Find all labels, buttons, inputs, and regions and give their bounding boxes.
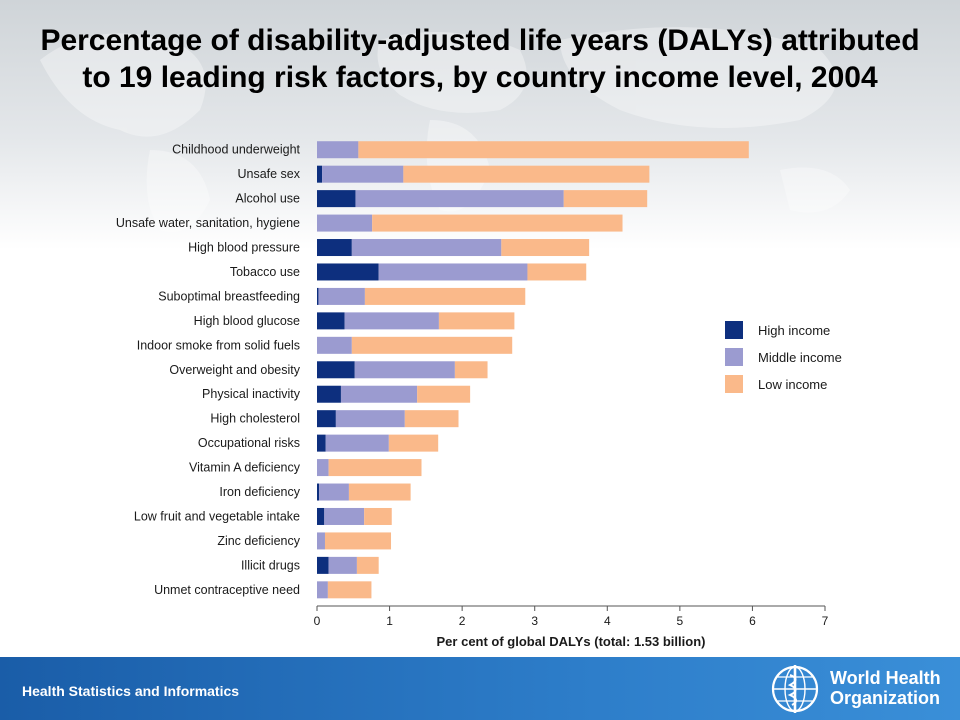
category-label: Low fruit and vegetable intake [134,509,300,523]
bar-segment-high-income [317,361,355,379]
x-tick-label: 7 [822,614,829,628]
legend-swatch [725,348,743,366]
bar-segment-low-income [454,361,488,379]
bar-segment-high-income [317,556,329,574]
bar-segment-high-income [317,385,341,403]
legend: High income Middle income Low income [725,321,842,393]
bar-segment-high-income [317,239,352,257]
bar-segment-middle-income [351,239,502,257]
category-label: Vitamin A deficiency [189,461,301,475]
bar-segment-low-income [356,556,379,574]
bar-segment-high-income [317,165,323,183]
bar-segment-middle-income [317,581,328,599]
category-label: High blood pressure [188,241,300,255]
bar-segment-low-income [364,507,392,525]
category-label: Physical inactivity [202,387,301,401]
bar-segment-middle-income [378,263,528,281]
bar-segment-middle-income [317,141,359,159]
bar-segment-low-income [351,336,513,354]
bar-segment-low-income [388,434,439,452]
bar-segment-middle-income [317,336,352,354]
bar-segment-low-income [438,312,515,330]
bar-segment-middle-income [340,385,418,403]
category-label: Childhood underweight [172,143,300,157]
category-label: Alcohol use [235,192,300,206]
legend-label: Middle income [758,350,842,365]
category-label: Unsafe sex [237,167,300,181]
bars [317,141,749,599]
category-label: Tobacco use [230,265,300,279]
category-label: Indoor smoke from solid fuels [137,338,300,352]
bar-segment-low-income [348,483,411,501]
bar-segment-high-income [317,287,319,305]
x-tick-label: 0 [314,614,321,628]
bar-segment-middle-income [355,190,564,208]
category-label: Overweight and obesity [169,363,300,377]
bar-segment-low-income [372,214,623,232]
bar-segment-low-income [358,141,749,159]
bar-segment-low-income [328,459,422,477]
who-name: World Health Organization [830,668,941,708]
legend-label: Low income [758,377,827,392]
who-name-line2: Organization [830,688,941,708]
x-tick-label: 4 [604,614,611,628]
footer-bar: Health Statistics and Informatics World … [0,657,960,720]
world-map-background [0,0,960,250]
category-label: Occupational risks [198,436,300,450]
category-label: High blood glucose [194,314,300,328]
bar-segment-high-income [317,263,379,281]
bar-segment-low-income [563,190,648,208]
category-label: Illicit drugs [241,558,300,572]
bar-segment-high-income [317,410,336,428]
x-tick-label: 3 [531,614,538,628]
x-tick-label: 6 [749,614,756,628]
bar-segment-middle-income [317,532,325,550]
bar-segment-low-income [327,581,372,599]
category-label: Unsafe water, sanitation, hygiene [116,216,300,230]
legend-label: High income [758,323,830,338]
bar-segment-middle-income [325,434,389,452]
bar-segment-high-income [317,190,356,208]
bar-segment-middle-income [317,214,373,232]
bar-segment-low-income [527,263,587,281]
bar-segment-low-income [501,239,590,257]
bar-segment-middle-income [324,507,365,525]
x-tick-label: 2 [459,614,466,628]
legend-swatch [725,375,743,393]
category-labels: Childhood underweight Unsafe sex Alcohol u… [116,143,301,597]
bar-segment-low-income [403,165,650,183]
bar-segment-middle-income [354,361,455,379]
x-axis: 0 1 2 3 4 5 6 7 Per cent of global DALYs (total:… [314,605,829,649]
x-tick-label: 5 [677,614,684,628]
bar-segment-low-income [324,532,392,550]
legend-swatch [725,321,743,339]
bar-segment-low-income [364,287,526,305]
bar-segment-high-income [317,507,325,525]
bar-segment-low-income [417,385,471,403]
bar-segment-high-income [317,434,326,452]
category-label: Zinc deficiency [217,534,300,548]
x-tick-label: 1 [386,614,393,628]
bar-segment-middle-income [318,287,365,305]
who-name-line1: World Health [830,668,941,688]
bar-segment-middle-income [322,165,404,183]
bar-segment-low-income [404,410,459,428]
bar-segment-high-income [317,483,320,501]
bar-segment-middle-income [344,312,439,330]
slide-title: Percentage of disability-adjusted life y… [40,24,920,94]
bar-segment-middle-income [319,483,349,501]
bar-segment-middle-income [335,410,405,428]
stacked-bar-chart: Childhood underweight Unsafe sex Alcohol u… [116,141,842,649]
bar-segment-high-income [317,312,345,330]
category-label: Suboptimal breastfeeding [158,289,300,303]
footer-text: Health Statistics and Informatics [22,683,240,699]
bar-segment-middle-income [328,556,357,574]
category-label: Unmet contraceptive need [154,583,300,597]
who-emblem-icon [771,665,819,713]
bar-segment-middle-income [317,459,329,477]
category-label: Iron deficiency [219,485,300,499]
x-axis-label: Per cent of global DALYs (total: 1.53 bi… [437,634,706,649]
category-label: High cholesterol [210,412,300,426]
